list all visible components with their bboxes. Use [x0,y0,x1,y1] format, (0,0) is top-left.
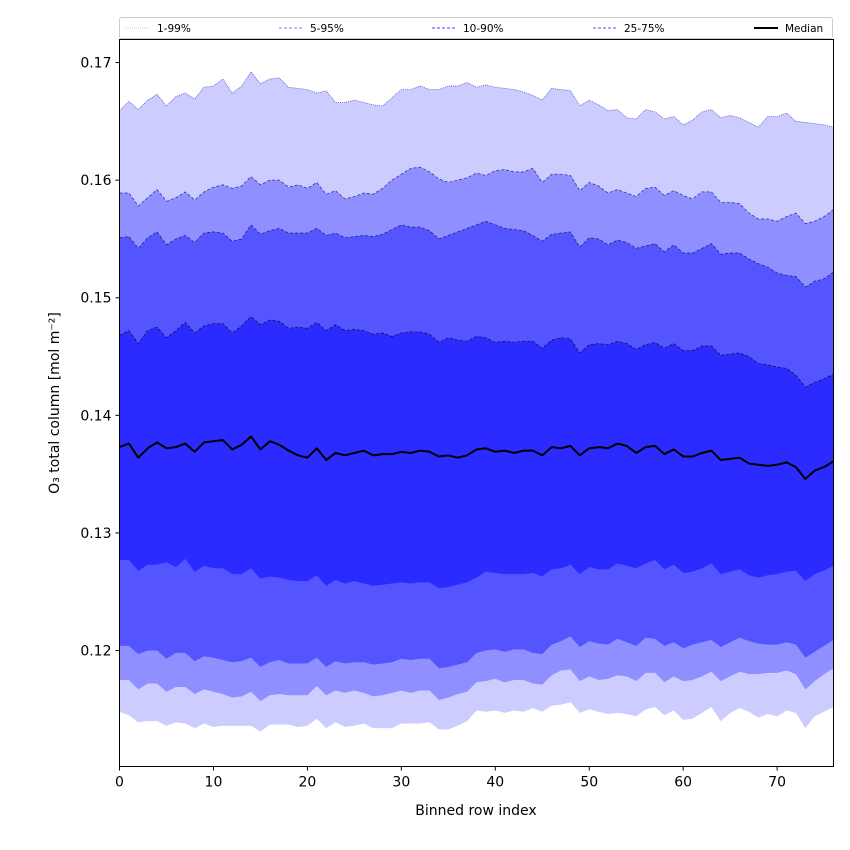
legend-label-p5_95: 5-95% [310,23,344,35]
y-axis-label: O₃ total column [mol m⁻²] [47,312,63,494]
y-tick-label: 0.12 [80,644,111,660]
y-axis: 0.12 0.13 0.14 0.15 0.16 0.17 [80,56,120,660]
x-tick-label: 50 [580,775,598,791]
plot-area-frame [119,39,834,767]
x-axis-label: Binned row index [415,803,536,819]
band-upper-edge-25-75% [119,316,834,388]
x-axis: 0 10 20 30 40 50 60 70 [115,766,786,791]
x-tick-label: 0 [115,775,124,791]
x-tick-label: 20 [298,775,316,791]
band-upper-edge-10-90% [119,220,834,288]
x-tick-label: 40 [486,775,504,791]
x-tick-label: 60 [674,775,692,791]
y-tick-label: 0.17 [80,56,111,72]
legend-label-p1_99: 1-99% [157,23,191,35]
bands-layer [119,71,834,732]
y-tick-label: 0.15 [80,291,111,307]
band-25-75% [119,316,834,589]
median-line [119,435,835,480]
median-layer [119,435,835,480]
x-tick-label: 10 [205,775,223,791]
y-tick-label: 0.13 [80,526,111,542]
x-tick-label: 70 [768,775,786,791]
y-tick-label: 0.16 [80,173,111,189]
legend: 1-99% 5-95% 10-90% 25-75% Median [119,17,833,39]
band-upper-edge-1-99% [119,71,834,128]
legend-label-p25_75: 25-75% [624,23,665,35]
y-tick-label: 0.14 [80,408,111,424]
legend-label-p10_90: 10-90% [463,23,504,35]
legend-label-median: Median [785,23,823,35]
legend-box [119,17,833,39]
x-tick-label: 30 [392,775,410,791]
